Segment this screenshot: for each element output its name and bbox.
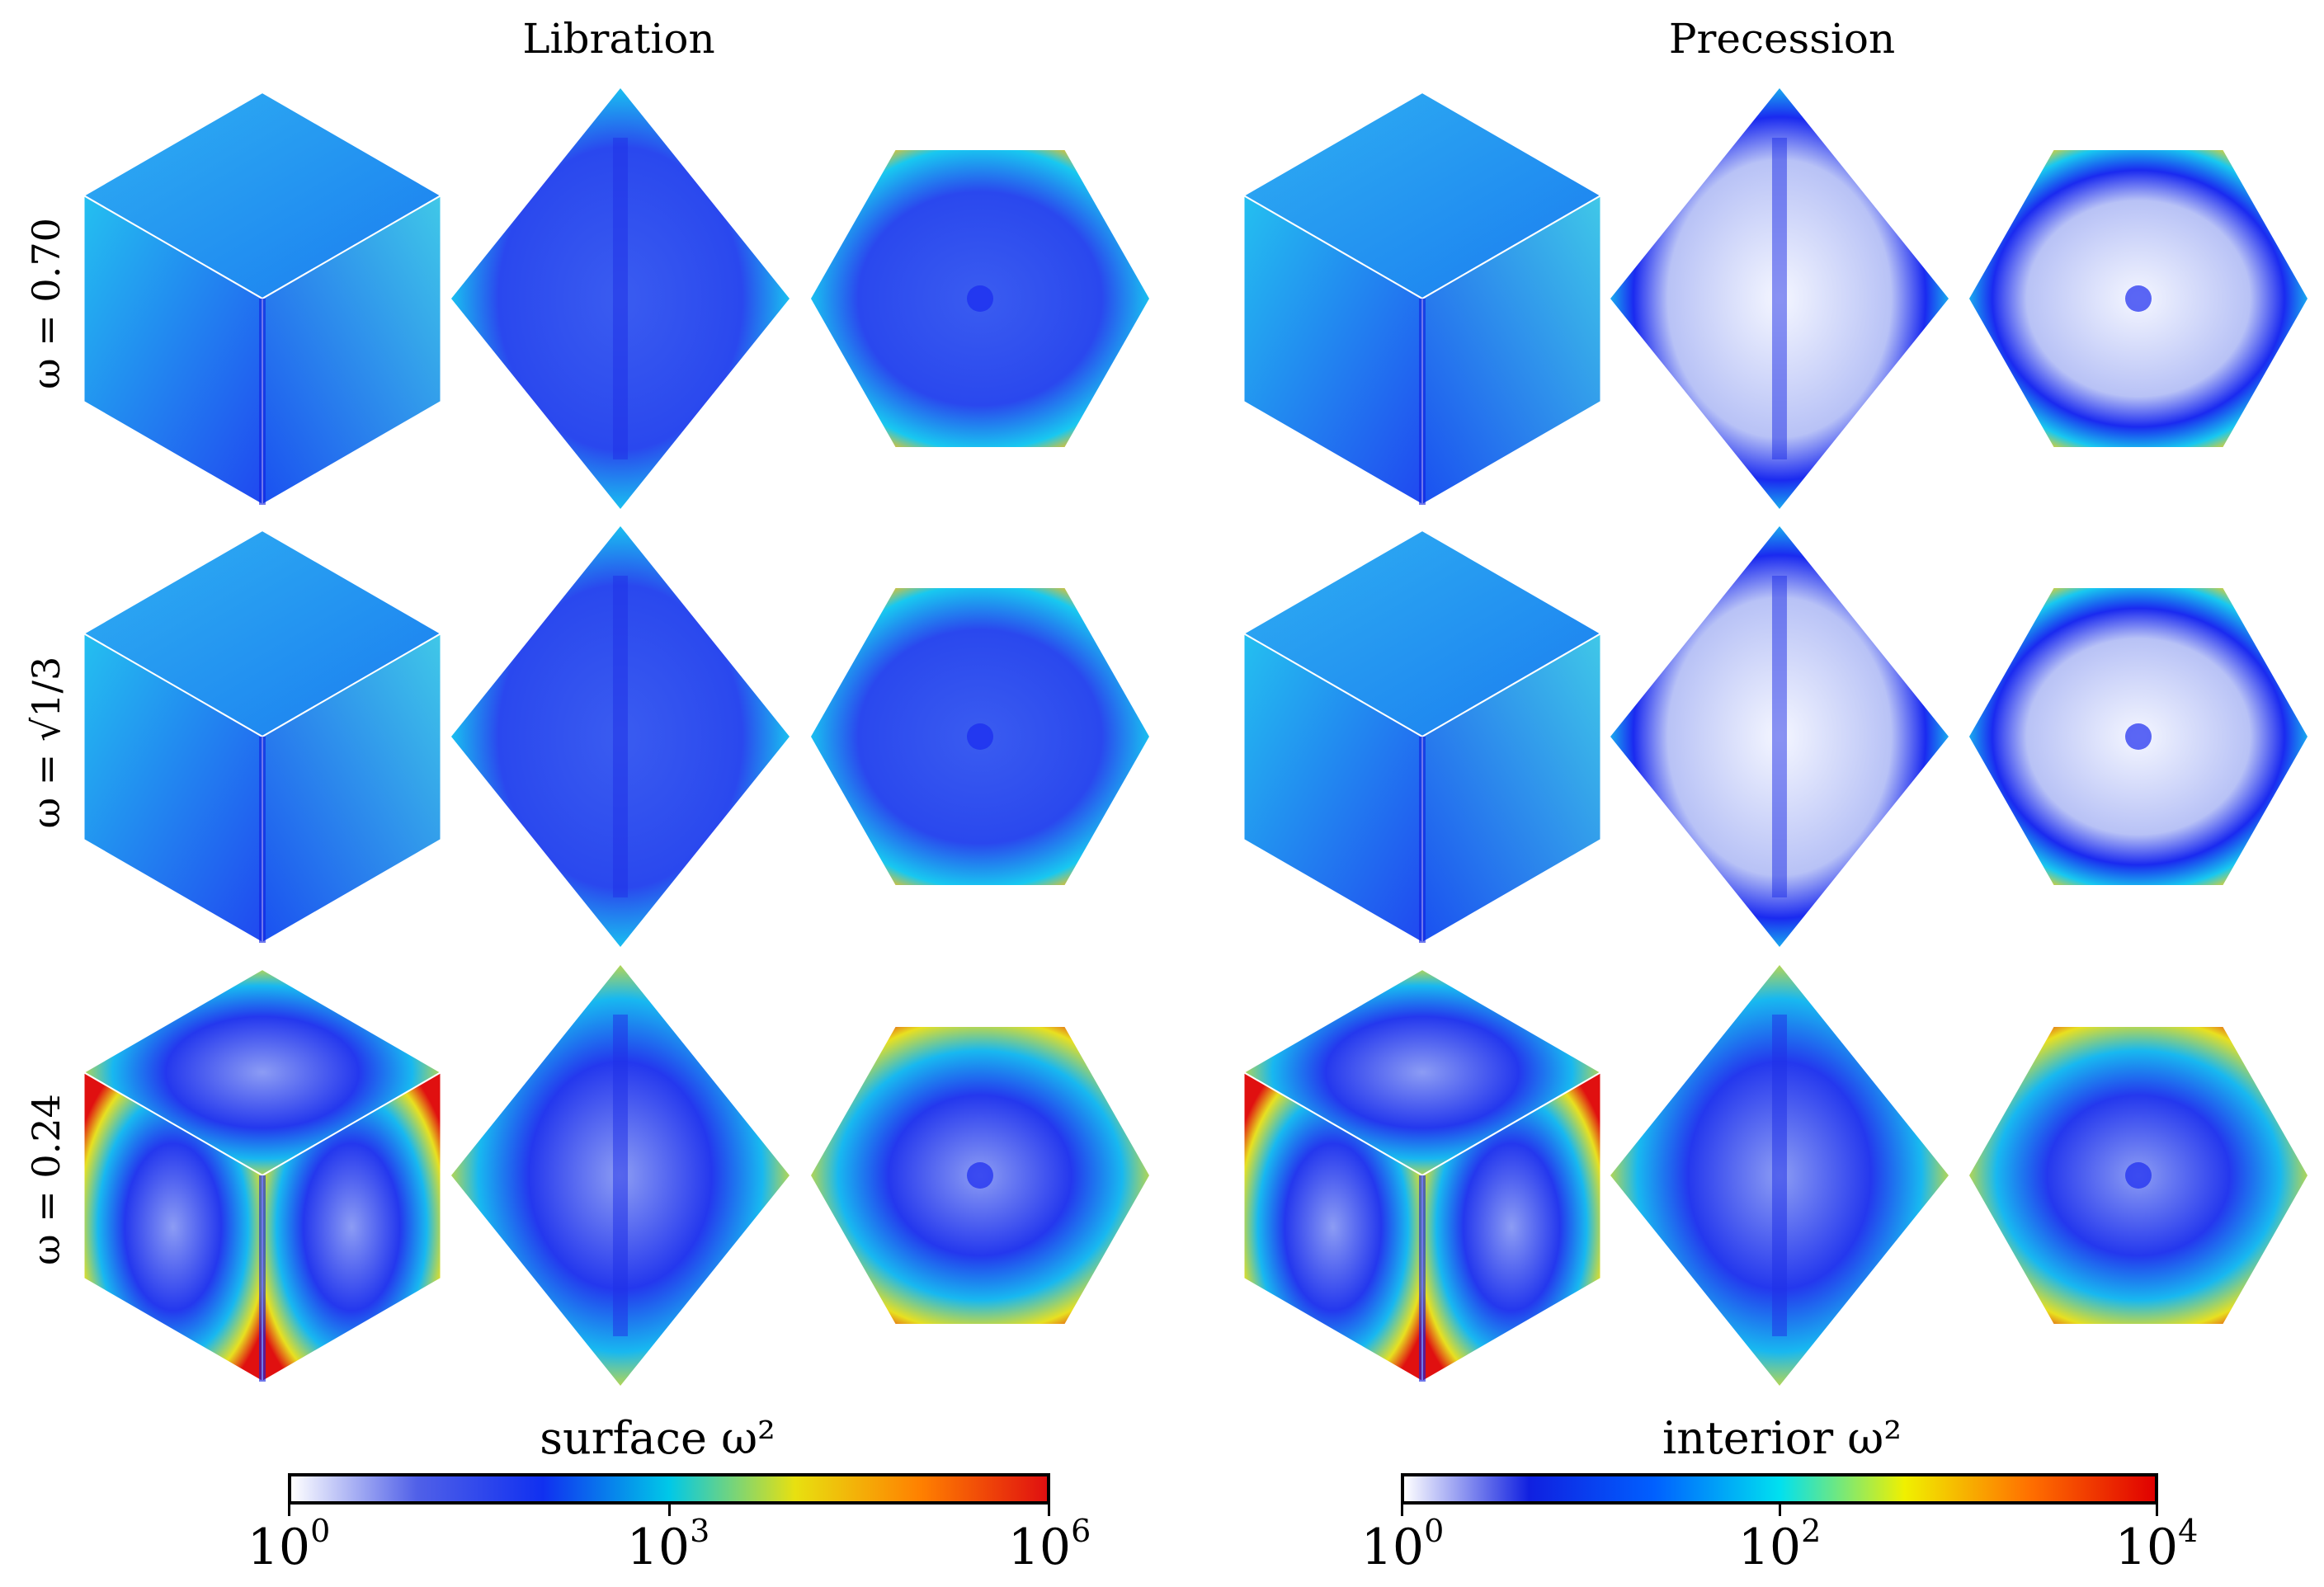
colorbar-interior-tick-3: 104 bbox=[2114, 1513, 2199, 1576]
panel-diamond-r1-c1 bbox=[451, 88, 790, 509]
panel-hexagon-r2-c2 bbox=[1969, 588, 2308, 885]
panel-cube-r1-c2 bbox=[1242, 91, 1603, 506]
panel-diamond-r3-c2 bbox=[1610, 965, 1949, 1386]
colorbar-interior-tick-1: 100 bbox=[1360, 1513, 1445, 1576]
panel-cube-r3-c2 bbox=[1242, 968, 1603, 1383]
colorbar-interior-tickmark bbox=[1401, 1505, 1403, 1516]
colorbar-surface-tick-1: 100 bbox=[247, 1513, 331, 1576]
panel-cube-r1-c1 bbox=[82, 91, 443, 506]
panel-diamond-r2-c1 bbox=[451, 526, 790, 947]
hexagon-center bbox=[2125, 1162, 2152, 1189]
hexagon-center bbox=[2125, 723, 2152, 750]
field-panels bbox=[82, 88, 2308, 1386]
panel-hexagon-r3-c1 bbox=[811, 1027, 1149, 1324]
colorbar-interior-tickmark bbox=[1779, 1505, 1781, 1516]
hexagon-center bbox=[967, 723, 993, 750]
panel-diamond-r1-c2 bbox=[1610, 88, 1949, 509]
panel-hexagon-r1-c2 bbox=[1969, 150, 2308, 447]
hexagon-center bbox=[2125, 285, 2152, 312]
hexagon-center bbox=[967, 1162, 993, 1189]
panel-hexagon-r3-c2 bbox=[1969, 1027, 2308, 1324]
colorbar-surface-tickmark bbox=[668, 1505, 671, 1516]
colorbar-interior-label: interior ω² bbox=[1662, 1412, 1902, 1464]
panel-cube-r3-c1 bbox=[82, 968, 443, 1383]
panel-diamond-r2-c2 bbox=[1610, 526, 1949, 947]
panel-hexagon-r1-c1 bbox=[811, 150, 1149, 447]
colorbar-surface-tick-3: 106 bbox=[1007, 1513, 1091, 1576]
colorbar-surface bbox=[288, 1473, 1050, 1505]
column-title-libration: Libration bbox=[522, 15, 715, 63]
panel-cube-r2-c1 bbox=[82, 529, 443, 944]
colorbar-surface-tick-2: 103 bbox=[626, 1513, 710, 1576]
colorbar-interior-tick-2: 102 bbox=[1737, 1513, 1822, 1576]
panel-hexagon-r2-c1 bbox=[811, 588, 1149, 885]
colorbar-surface-label: surface ω² bbox=[540, 1412, 775, 1464]
colorbar-interior bbox=[1401, 1473, 2158, 1505]
panel-cube-r2-c2 bbox=[1242, 529, 1603, 944]
hexagon-center bbox=[967, 285, 993, 312]
colorbar-surface-tickmark bbox=[288, 1505, 290, 1516]
column-title-precession: Precession bbox=[1668, 15, 1896, 63]
colorbar-surface-tickmark bbox=[1048, 1505, 1050, 1516]
panel-diamond-r3-c1 bbox=[451, 965, 790, 1386]
colorbar-interior-tickmark bbox=[2156, 1505, 2158, 1516]
